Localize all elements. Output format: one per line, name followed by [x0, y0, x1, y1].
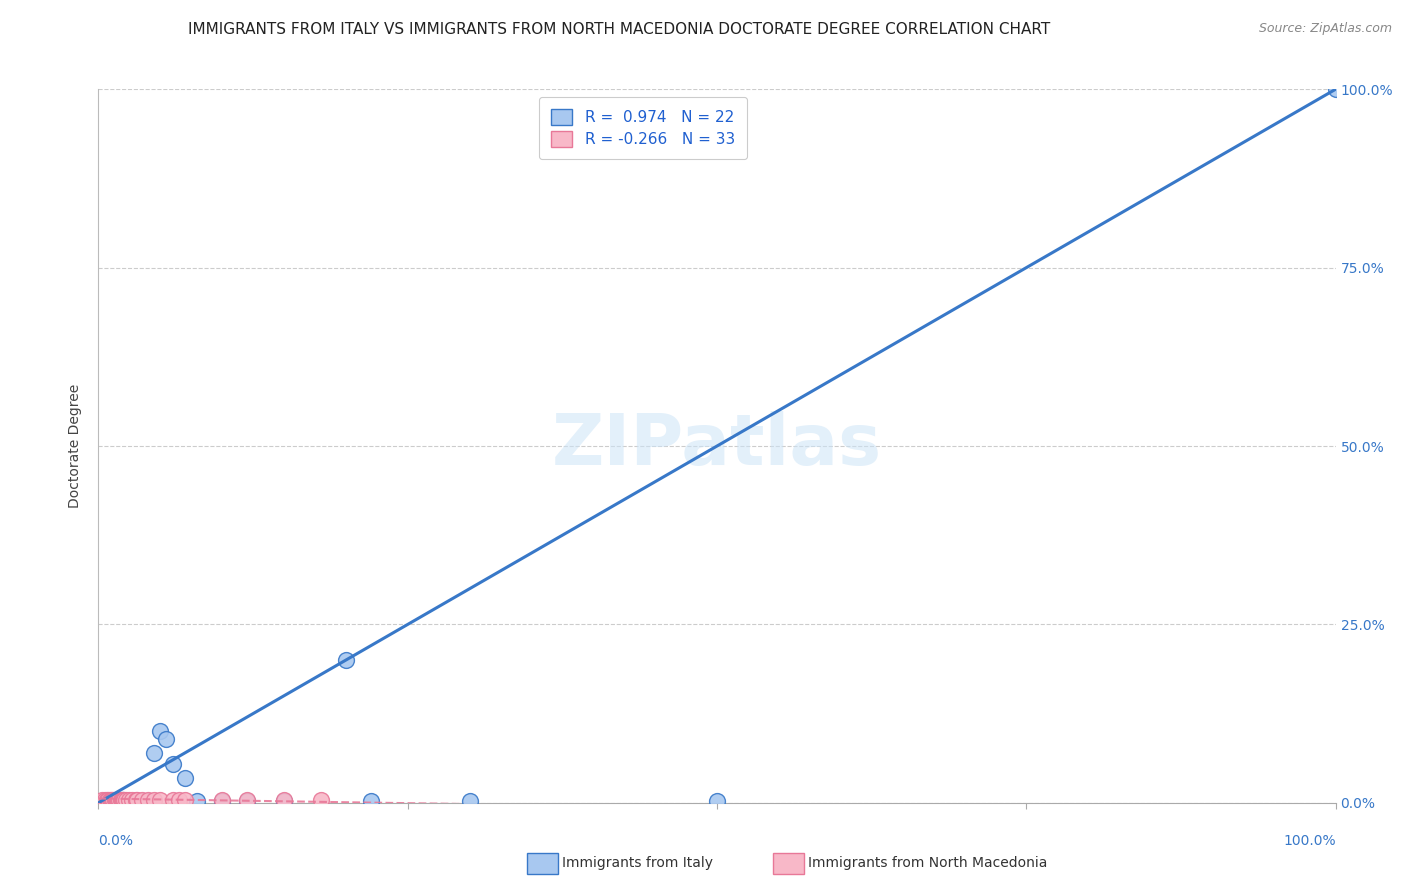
Text: ZIPatlas: ZIPatlas	[553, 411, 882, 481]
Point	[91, 793, 114, 807]
Point	[236, 793, 259, 807]
Text: 0.0%: 0.0%	[98, 834, 134, 848]
Point	[112, 793, 135, 807]
Point	[103, 793, 125, 807]
Point	[211, 794, 233, 808]
Text: 100.0%: 100.0%	[1284, 834, 1336, 848]
Point	[124, 794, 146, 808]
Point	[1324, 82, 1347, 96]
Point	[93, 793, 115, 807]
Point	[458, 794, 481, 808]
Point	[107, 793, 129, 807]
Point	[174, 793, 197, 807]
Point	[136, 793, 159, 807]
Point	[105, 794, 128, 808]
Point	[100, 793, 122, 807]
Text: Source: ZipAtlas.com: Source: ZipAtlas.com	[1258, 22, 1392, 36]
Point	[273, 793, 295, 807]
Point	[124, 793, 146, 807]
Point	[149, 724, 172, 739]
Point	[101, 793, 124, 807]
Point	[335, 653, 357, 667]
Point	[108, 793, 131, 807]
Point	[111, 793, 134, 807]
Point	[97, 793, 120, 807]
Point	[93, 794, 115, 808]
Point	[174, 771, 197, 785]
Point	[104, 793, 127, 807]
Point	[103, 793, 125, 807]
Point	[105, 793, 128, 807]
Point	[162, 793, 184, 807]
Point	[143, 746, 166, 760]
Point	[309, 793, 332, 807]
Text: IMMIGRANTS FROM ITALY VS IMMIGRANTS FROM NORTH MACEDONIA DOCTORATE DEGREE CORREL: IMMIGRANTS FROM ITALY VS IMMIGRANTS FROM…	[187, 22, 1050, 37]
Point	[112, 793, 135, 807]
Point	[211, 793, 233, 807]
Point	[136, 794, 159, 808]
Point	[131, 793, 153, 807]
Point	[112, 793, 135, 807]
Legend: R =  0.974   N = 22, R = -0.266   N = 33: R = 0.974 N = 22, R = -0.266 N = 33	[538, 97, 747, 160]
Point	[149, 793, 172, 807]
Point	[96, 793, 118, 807]
Point	[125, 793, 148, 807]
Point	[118, 793, 141, 807]
Point	[121, 793, 143, 807]
Point	[118, 794, 141, 808]
Point	[186, 794, 208, 808]
Point	[131, 794, 153, 808]
Point	[236, 794, 259, 808]
Point	[167, 793, 190, 807]
Point	[100, 794, 122, 808]
Point	[360, 794, 382, 808]
Point	[110, 793, 132, 807]
Point	[98, 793, 121, 807]
Text: Immigrants from North Macedonia: Immigrants from North Macedonia	[808, 856, 1047, 871]
Point	[706, 794, 728, 808]
Point	[143, 793, 166, 807]
Point	[162, 756, 184, 771]
Y-axis label: Doctorate Degree: Doctorate Degree	[69, 384, 83, 508]
Text: Immigrants from Italy: Immigrants from Italy	[562, 856, 713, 871]
Point	[155, 731, 177, 746]
Point	[114, 793, 136, 807]
Point	[273, 794, 295, 808]
